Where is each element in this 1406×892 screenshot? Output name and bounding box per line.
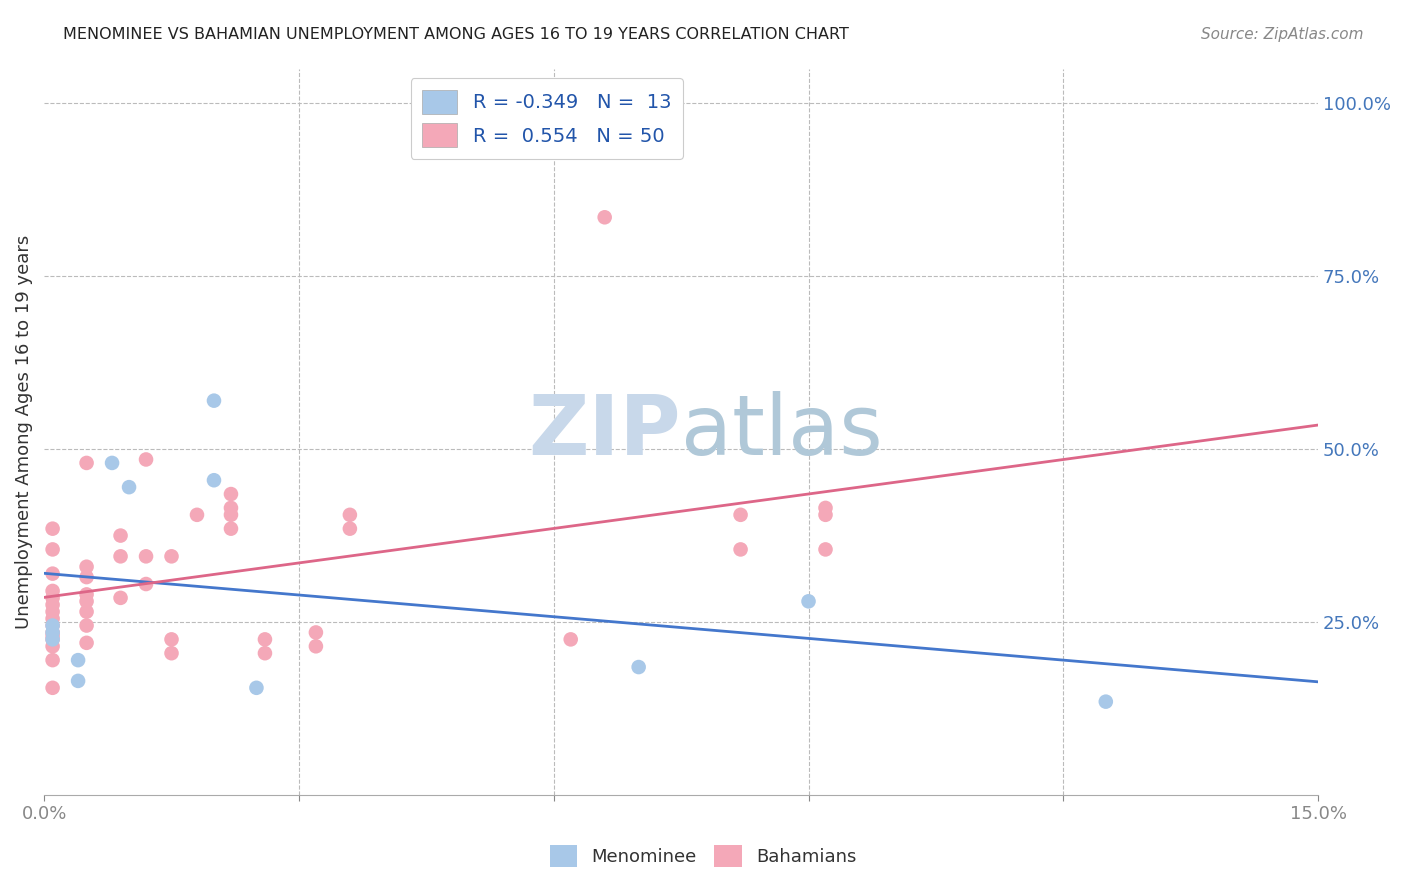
Point: [219, 487, 242, 501]
Y-axis label: Unemployment Among Ages 16 to 19 years: Unemployment Among Ages 16 to 19 years: [15, 235, 32, 629]
Text: Source: ZipAtlas.com: Source: ZipAtlas.com: [1201, 27, 1364, 42]
Point: [814, 508, 837, 522]
Point: [135, 577, 157, 591]
Point: [202, 473, 225, 487]
Point: [118, 480, 141, 494]
Point: [160, 632, 183, 647]
Point: [202, 393, 225, 408]
Point: [76, 570, 98, 584]
Point: [593, 211, 616, 225]
Point: [245, 681, 267, 695]
Point: [41, 629, 63, 643]
Point: [41, 566, 63, 581]
Point: [41, 598, 63, 612]
Point: [219, 500, 242, 515]
Point: [41, 583, 63, 598]
Point: [41, 542, 63, 557]
Point: [41, 632, 63, 647]
Point: [76, 618, 98, 632]
Point: [41, 640, 63, 654]
Point: [41, 605, 63, 619]
Point: [76, 605, 98, 619]
Point: [219, 522, 242, 536]
Point: [76, 587, 98, 601]
Point: [41, 522, 63, 536]
Point: [253, 632, 276, 647]
Point: [814, 500, 837, 515]
Point: [41, 681, 63, 695]
Text: ZIP: ZIP: [529, 392, 681, 472]
Point: [1094, 695, 1116, 709]
Point: [101, 456, 124, 470]
Point: [41, 618, 63, 632]
Point: [627, 660, 650, 674]
Point: [67, 653, 90, 667]
Point: [41, 618, 63, 632]
Legend: R = -0.349   N =  13, R =  0.554   N = 50: R = -0.349 N = 13, R = 0.554 N = 50: [411, 78, 683, 159]
Point: [253, 646, 276, 660]
Point: [110, 591, 132, 605]
Point: [41, 632, 63, 647]
Point: [41, 625, 63, 640]
Point: [560, 632, 582, 647]
Point: [814, 542, 837, 557]
Point: [305, 640, 328, 654]
Text: atlas: atlas: [681, 392, 883, 472]
Point: [41, 612, 63, 626]
Point: [76, 559, 98, 574]
Point: [135, 452, 157, 467]
Point: [219, 508, 242, 522]
Point: [186, 508, 208, 522]
Point: [160, 646, 183, 660]
Point: [797, 594, 820, 608]
Point: [339, 522, 361, 536]
Point: [76, 636, 98, 650]
Point: [305, 625, 328, 640]
Point: [160, 549, 183, 564]
Point: [67, 673, 90, 688]
Point: [41, 653, 63, 667]
Point: [76, 456, 98, 470]
Point: [110, 549, 132, 564]
Point: [76, 594, 98, 608]
Point: [41, 591, 63, 605]
Point: [41, 625, 63, 640]
Point: [339, 508, 361, 522]
Text: MENOMINEE VS BAHAMIAN UNEMPLOYMENT AMONG AGES 16 TO 19 YEARS CORRELATION CHART: MENOMINEE VS BAHAMIAN UNEMPLOYMENT AMONG…: [63, 27, 849, 42]
Point: [135, 549, 157, 564]
Point: [730, 542, 752, 557]
Point: [110, 528, 132, 542]
Legend: Menominee, Bahamians: Menominee, Bahamians: [543, 838, 863, 874]
Point: [730, 508, 752, 522]
